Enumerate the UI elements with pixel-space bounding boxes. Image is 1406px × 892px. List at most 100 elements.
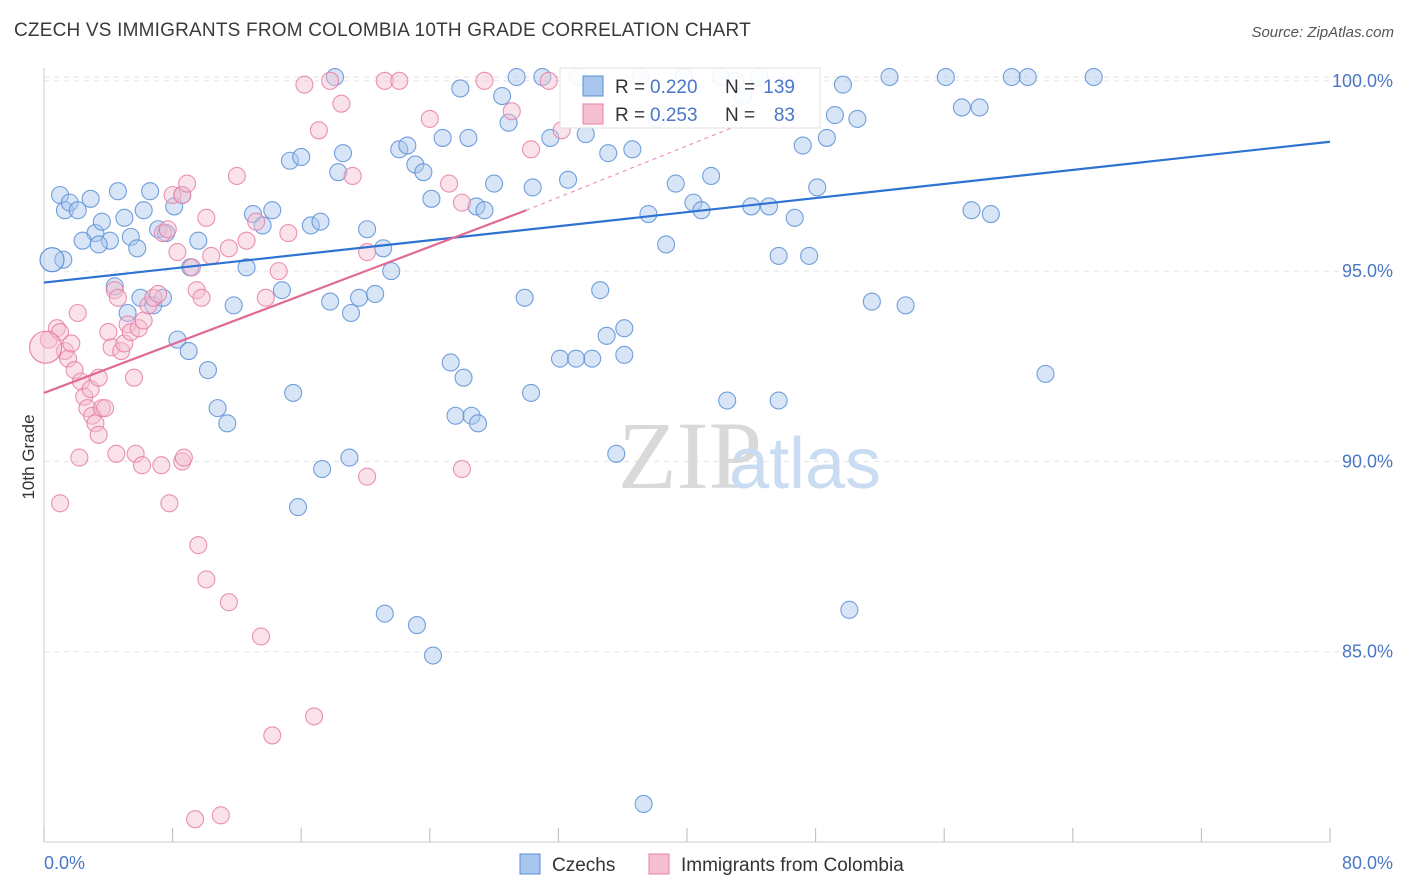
data-point	[462, 406, 481, 425]
data-point	[284, 383, 303, 402]
legend-bottom: Czechs Immigrants from Colombia	[519, 853, 904, 876]
data-point	[174, 448, 193, 467]
data-point	[179, 341, 198, 361]
data-point	[952, 98, 971, 117]
data-point	[523, 178, 542, 197]
data-point	[422, 189, 441, 208]
data-point	[263, 201, 282, 220]
data-point	[107, 444, 126, 463]
data-point	[128, 239, 147, 258]
watermark-zip: ZIP	[618, 402, 762, 509]
data-point	[251, 627, 271, 646]
data-point	[493, 87, 512, 106]
data-point	[186, 810, 205, 829]
data-point	[441, 353, 460, 372]
data-point	[375, 604, 394, 623]
data-point	[321, 292, 340, 311]
data-point	[65, 361, 84, 380]
data-point	[329, 163, 348, 182]
trend-lines	[43, 125, 1331, 394]
data-point	[769, 246, 788, 265]
data-point	[89, 425, 108, 444]
data-point	[309, 121, 328, 140]
data-point	[936, 67, 955, 87]
data-point	[108, 182, 127, 201]
data-point	[382, 262, 401, 281]
data-point	[475, 201, 494, 220]
trend-line-dashed-pink	[526, 125, 736, 211]
data-point	[211, 806, 230, 825]
data-point	[840, 600, 859, 619]
data-point	[366, 284, 385, 304]
data-point	[189, 231, 208, 250]
data-point	[833, 75, 852, 94]
data-point	[152, 456, 171, 475]
data-point	[454, 368, 473, 387]
data-point	[1002, 67, 1021, 87]
data-point	[522, 383, 541, 402]
data-point	[272, 281, 291, 300]
data-point	[452, 459, 472, 479]
data-point	[970, 98, 989, 117]
data-point	[237, 258, 256, 277]
data-point	[1018, 67, 1037, 87]
data-point	[962, 201, 981, 220]
data-point	[51, 494, 70, 513]
legend-n-value: 139	[763, 77, 795, 98]
data-point	[499, 113, 518, 132]
data-point	[567, 349, 586, 368]
data-point	[54, 250, 73, 269]
legend-n-label: N =	[725, 105, 755, 126]
data-point	[108, 288, 127, 307]
data-point	[134, 201, 153, 220]
points	[29, 67, 1103, 829]
data-point	[224, 296, 243, 315]
data-point	[279, 224, 298, 243]
data-point	[808, 178, 827, 197]
data-point	[702, 166, 721, 186]
data-point	[237, 231, 256, 250]
data-point	[96, 399, 115, 418]
data-point	[247, 212, 266, 231]
data-point	[374, 239, 393, 258]
data-point	[321, 71, 340, 90]
legend-n-value: 83	[774, 105, 795, 126]
data-point	[407, 616, 426, 635]
data-point	[825, 106, 844, 125]
data-point	[189, 536, 208, 555]
data-point	[522, 140, 541, 159]
data-point	[218, 414, 237, 433]
source-label: Source: ZipAtlas.com	[1251, 24, 1394, 41]
data-point	[198, 361, 218, 380]
data-point	[70, 448, 89, 467]
legend-n-label: N =	[725, 77, 755, 98]
data-point	[115, 334, 134, 353]
data-point	[862, 292, 881, 311]
data-point	[192, 288, 211, 307]
data-point	[759, 197, 779, 216]
legend-r-label: R =	[615, 105, 645, 126]
data-point	[343, 166, 362, 186]
data-point	[459, 128, 478, 147]
data-point	[197, 570, 216, 589]
data-point	[292, 147, 311, 167]
legend-swatch	[582, 103, 604, 125]
data-point	[288, 498, 308, 517]
data-point	[133, 456, 152, 475]
data-point	[981, 204, 1000, 224]
y-tick-label: 95.0%	[1342, 261, 1393, 281]
data-point	[75, 387, 94, 406]
legend-r-value: 0.220	[650, 77, 698, 98]
data-point	[485, 174, 504, 193]
data-point	[375, 71, 394, 90]
data-point	[880, 67, 899, 87]
data-point	[149, 284, 168, 304]
data-point	[29, 330, 63, 364]
data-point	[99, 322, 118, 342]
legend-r-value: 0.253	[650, 105, 698, 126]
x-tick-label-max: 80.0%	[1342, 853, 1393, 873]
data-point	[227, 166, 246, 186]
data-point	[144, 296, 163, 315]
data-point	[769, 391, 788, 410]
data-point	[634, 794, 653, 813]
